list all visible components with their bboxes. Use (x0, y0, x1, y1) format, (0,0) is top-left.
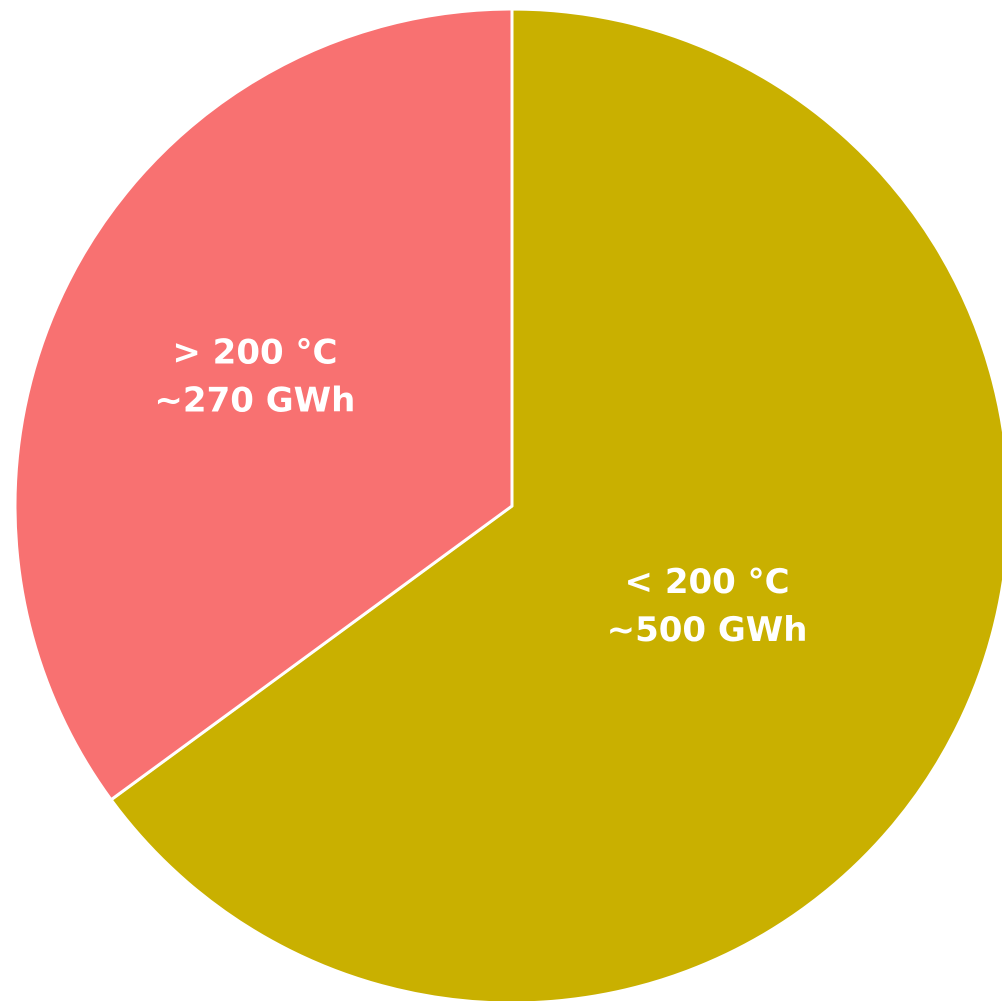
pie-labels: < 200 °C ~500 GWh > 200 °C ~270 GWh (154, 333, 807, 650)
pie-slices (13, 7, 1002, 1001)
slice-energy-label: ~270 GWh (154, 381, 355, 421)
slice-energy-label: ~500 GWh (607, 610, 808, 650)
slice-label-2: > 200 °C ~270 GWh (154, 333, 355, 421)
slice-label-1: < 200 °C ~500 GWh (607, 562, 808, 650)
pie-slice-2 (13, 7, 514, 802)
pie-slice-1 (109, 7, 1002, 1001)
slice-temperature-label: > 200 °C (172, 333, 337, 373)
slice-temperature-label: < 200 °C (625, 562, 790, 602)
